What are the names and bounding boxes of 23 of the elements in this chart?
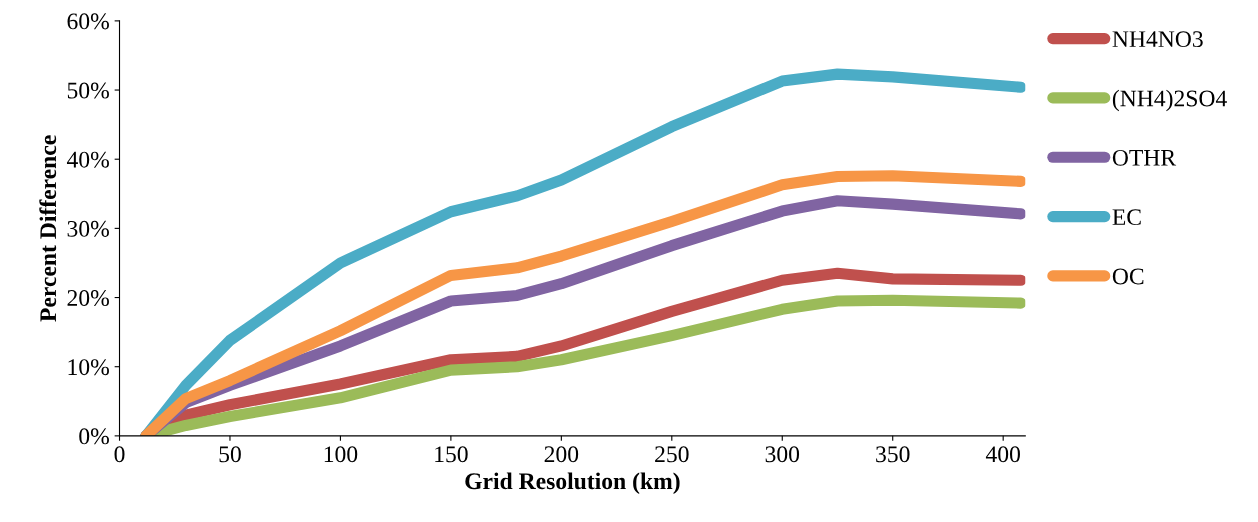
x-tick-label: 350: [876, 446, 910, 463]
x-tick-label: 400: [985, 446, 1020, 463]
x-tick-label: 150: [435, 446, 468, 463]
y-tick-label: 10%: [68, 359, 109, 376]
legend-label: NH4NO3: [1112, 31, 1203, 48]
legend-label: (NH4)2SO4: [1112, 89, 1227, 112]
y-tick-label: 50%: [67, 82, 109, 99]
x-tick-label: 200: [544, 446, 579, 463]
x-tick-label: 300: [765, 446, 800, 463]
x-tick-label: 250: [655, 446, 689, 463]
y-tick-label: 30%: [67, 220, 109, 237]
legend-label: OTHR: [1112, 149, 1177, 166]
x-tick-label: 50: [219, 446, 241, 463]
x-axis-title: Grid Resolution (km): [465, 472, 680, 494]
legend-label: OC: [1112, 268, 1144, 285]
x-tick-label: 100: [324, 446, 358, 463]
y-tick-label: 60%: [67, 13, 109, 30]
y-tick-label: 20%: [67, 290, 109, 307]
x-tick-label: 0: [114, 446, 125, 463]
y-axis-title: Percent Difference: [39, 135, 57, 322]
legend-label: EC: [1112, 209, 1141, 226]
y-tick-label: 40%: [66, 151, 109, 168]
y-tick-label: 0%: [79, 428, 109, 445]
